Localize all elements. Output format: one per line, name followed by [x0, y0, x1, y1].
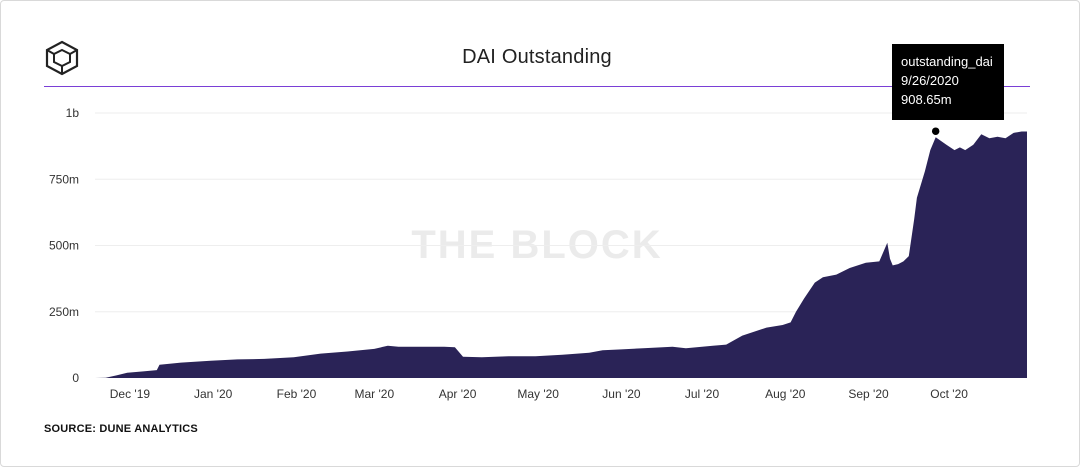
x-tick-label: Oct '20	[930, 387, 968, 401]
tooltip-date: 9/26/2020	[901, 73, 959, 88]
series-area-outstanding-dai[interactable]	[95, 131, 1027, 379]
x-tick-label: May '20	[517, 387, 559, 401]
y-tick-label: 1b	[66, 106, 80, 120]
x-tick-label: Aug '20	[765, 387, 806, 401]
y-axis-ticks: 0 250m 500m 750m 1b	[49, 106, 79, 385]
tooltip-series: outstanding_dai	[901, 54, 993, 69]
x-tick-label: Sep '20	[848, 387, 889, 401]
x-tick-label: Apr '20	[439, 387, 477, 401]
x-tick-label: Jan '20	[194, 387, 233, 401]
data-tooltip: outstanding_dai 9/26/2020 908.65m	[892, 44, 1004, 120]
highlight-point[interactable]	[930, 125, 941, 137]
x-tick-label: Dec '19	[110, 387, 151, 401]
chart-title: DAI Outstanding	[462, 46, 612, 68]
x-tick-label: Mar '20	[355, 387, 395, 401]
title-divider	[44, 86, 1030, 87]
x-tick-label: Jul '20	[685, 387, 720, 401]
y-tick-label: 250m	[49, 305, 79, 319]
the-block-cube-logo-icon	[45, 40, 79, 76]
y-tick-label: 750m	[49, 172, 79, 186]
source-label: SOURCE: DUNE ANALYTICS	[44, 423, 198, 435]
y-tick-label: 500m	[49, 239, 79, 253]
x-tick-label: Jun '20	[602, 387, 641, 401]
tooltip-value: 908.65m	[901, 92, 952, 107]
x-tick-label: Feb '20	[277, 387, 317, 401]
y-tick-label: 0	[72, 371, 79, 385]
x-axis-ticks: Dec '19 Jan '20 Feb '20 Mar '20 Apr '20 May '…	[110, 387, 968, 401]
